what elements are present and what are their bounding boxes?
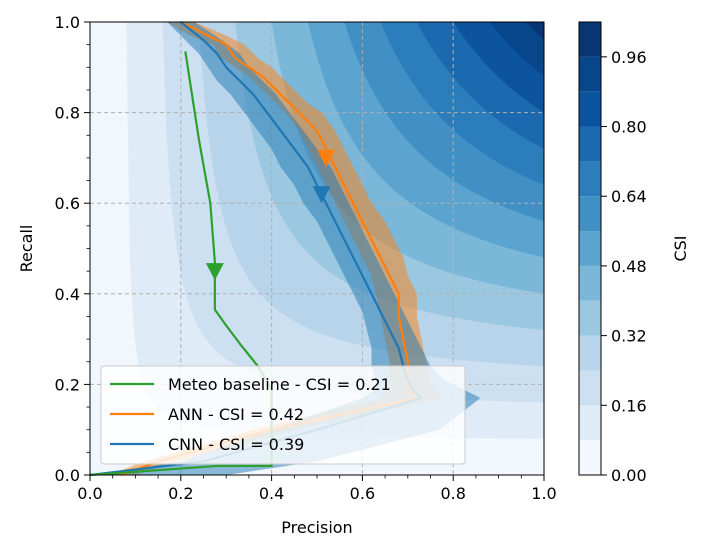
colorbar-segment-1 <box>579 405 601 441</box>
axes: 0.00.0 0.2 0.2 0.4 0.4 0.6 0.6 0.8 0.8 1.0 1.0 <box>55 13 557 503</box>
contour-band-12 <box>525 22 544 41</box>
x-tick-label-4: 0.8 <box>440 484 465 503</box>
colorbar-tick-label-4: 0.64 <box>611 187 647 206</box>
colorbar-segment-8 <box>579 161 601 197</box>
legend: Meteo baseline - CSI = 0.21 ANN - CSI = … <box>100 365 466 465</box>
colorbar-segment-11 <box>579 56 601 92</box>
colorbar-tick-label-1: 0.16 <box>611 396 647 415</box>
y-tick-label-1: 0.2 <box>55 375 80 394</box>
marker-meteo <box>205 263 224 281</box>
y-tick-label-5: 1.0 <box>55 13 80 32</box>
colorbar-segment-2 <box>579 370 601 406</box>
colorbar-tick-label-0: 0.00 <box>611 466 647 485</box>
y-tick-label-2: 0.4 <box>55 285 80 304</box>
marker-cnn <box>312 186 331 204</box>
legend-label-cnn: CNN - CSI = 0.39 <box>168 435 304 454</box>
colorbar-label: CSI <box>671 235 690 261</box>
colorbar-segment-5 <box>579 265 601 301</box>
y-axis-label: Recall <box>17 225 36 273</box>
x-tick-label-2: 0.4 <box>259 484 284 503</box>
x-tick-label-5: 1.0 <box>531 484 556 503</box>
series-markers <box>205 149 336 281</box>
y-tick-label-0: 0.0 <box>55 466 80 485</box>
contour-band-11 <box>489 22 544 77</box>
colorbar: 0.00 0.16 0.32 0.48 0.64 0.80 0.96 <box>578 21 647 485</box>
colorbar-segment-12 <box>579 22 601 57</box>
x-axis-label: Precision <box>281 518 352 537</box>
x-tick-label-0: 0.0 <box>77 484 102 503</box>
colorbar-segment-10 <box>579 91 601 127</box>
colorbar-tick-label-6: 0.96 <box>611 48 647 67</box>
colorbar-segment-7 <box>579 196 601 232</box>
colorbar-segment-9 <box>579 126 601 162</box>
colorbar-segment-3 <box>579 335 601 371</box>
colorbar-segment-6 <box>579 231 601 266</box>
x-tick-label-3: 0.6 <box>350 484 375 503</box>
y-tick-label-3: 0.6 <box>55 194 80 213</box>
colorbar-tick-label-5: 0.80 <box>611 118 647 137</box>
colorbar-tick-label-2: 0.32 <box>611 327 647 346</box>
marker-ann <box>317 149 336 167</box>
legend-label-meteo: Meteo baseline - CSI = 0.21 <box>168 375 391 394</box>
colorbar-tick-label-3: 0.48 <box>611 257 647 276</box>
colorbar-segment-4 <box>579 300 601 336</box>
band-cnn <box>90 22 481 475</box>
colorbar-segment-0 <box>579 440 601 475</box>
y-tick-label-4: 0.8 <box>55 104 80 123</box>
colorbar-frame <box>578 21 602 476</box>
legend-label-ann: ANN - CSI = 0.42 <box>168 405 304 424</box>
legend-box <box>100 365 466 465</box>
x-tick-label-1: 0.2 <box>168 484 193 503</box>
